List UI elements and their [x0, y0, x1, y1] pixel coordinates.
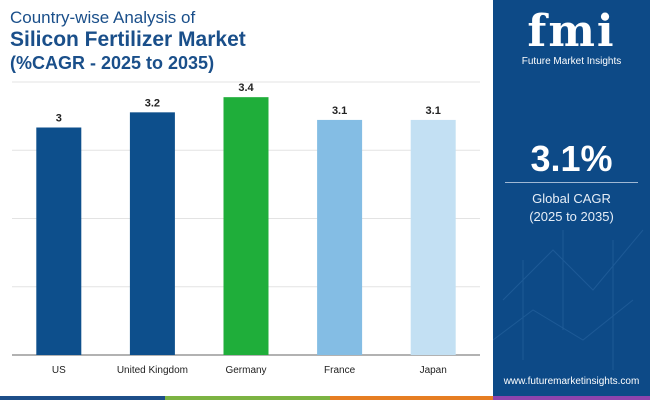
cagr-label-line-2: (2025 to 2035) [529, 209, 614, 224]
title-line-1: Country-wise Analysis of [10, 8, 196, 27]
bar-france [317, 119, 363, 356]
data-label: 3.4 [238, 82, 254, 94]
global-cagr-label: Global CAGR (2025 to 2035) [493, 190, 650, 226]
bar-japan [410, 119, 456, 356]
bar-chart: 3 US 3.2 United Kingdom 3.4 Germany 3.1 France 3… [12, 81, 480, 376]
data-label: 3.1 [426, 105, 441, 117]
x-tick-label: Japan [420, 365, 447, 376]
global-cagr-value: 3.1% [530, 138, 613, 179]
data-label: 3.2 [145, 97, 160, 109]
footer-color-segment [165, 396, 330, 400]
x-tick-label: Germany [225, 365, 266, 376]
x-tick-label: US [52, 365, 66, 376]
footer-color-bar [0, 396, 650, 400]
fmi-logo: fmi Future Market Insights [493, 8, 650, 68]
website-url: www.futuremarketinsights.com [503, 376, 640, 387]
footer-color-segment [493, 396, 650, 400]
chart-title: Country-wise Analysis of Silicon Fertili… [10, 8, 246, 74]
title-line-2: Silicon Fertilizer Market [10, 28, 246, 51]
bar-united-kingdom [129, 112, 175, 355]
summary-panel: fmi Future Market Insights 3.1% Global C… [493, 0, 650, 400]
bar-us [36, 127, 82, 355]
data-label: 3.1 [332, 105, 347, 117]
footer-color-segment [330, 396, 493, 400]
footer-color-segment [0, 396, 165, 400]
x-tick-label: United Kingdom [117, 365, 188, 376]
logo-subtitle: Future Market Insights [521, 56, 622, 67]
cagr-label-line-1: Global CAGR [532, 191, 611, 206]
x-tick-label: France [324, 365, 356, 376]
logo-mark: fmi [527, 6, 616, 57]
panel-texture [493, 229, 644, 370]
data-label: 3 [56, 113, 62, 125]
panel-divider [505, 182, 638, 183]
bar-germany [223, 97, 269, 356]
title-line-3: (%CAGR - 2025 to 2035) [10, 53, 215, 73]
